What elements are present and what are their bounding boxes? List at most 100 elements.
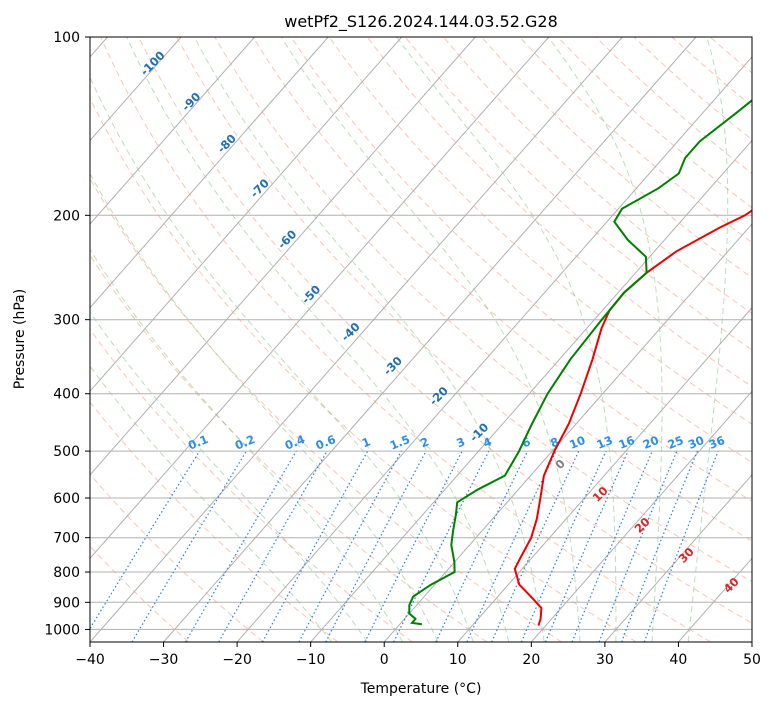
mixing-ratio-label: 13 xyxy=(595,433,615,452)
y-axis-ticks: 100 200 300 400 500 600 700 800 900 1000 xyxy=(44,30,90,638)
moist-adiabat-line xyxy=(193,37,545,642)
mixing-ratio-line xyxy=(598,450,678,642)
x-tick-label: 30 xyxy=(596,652,614,668)
moist-adiabat-line xyxy=(90,311,368,642)
isotherm-annotation-warm: 10 xyxy=(590,484,611,505)
dry-adiabat-line xyxy=(90,545,190,642)
mixing-ratio-line xyxy=(261,450,369,642)
isotherm-line xyxy=(457,306,752,642)
temperature-profile-line xyxy=(513,209,752,626)
dry-adiabat-line xyxy=(709,37,752,74)
dry-adiabat-line xyxy=(366,37,752,388)
isotherm-line xyxy=(310,139,752,642)
mixing-ratio-line xyxy=(571,450,653,642)
isotherm-annotation: -80 xyxy=(214,131,239,156)
mixing-ratio-line xyxy=(90,450,201,630)
isotherm-line xyxy=(604,474,752,642)
mixing-ratio-line xyxy=(218,450,328,642)
isotherm-line xyxy=(90,37,476,476)
x-tick-label: −30 xyxy=(149,652,179,668)
isotherm-annotation: -90 xyxy=(179,89,204,114)
mixing-ratio-label: 20 xyxy=(641,433,661,452)
chart-title: wetPf2_S126.2024.144.03.52.G28 xyxy=(284,12,558,32)
mixing-ratio-label: 0.2 xyxy=(233,432,257,453)
moist-adiabat-line xyxy=(90,76,474,642)
dry-adiabat-line xyxy=(90,97,637,642)
isotherms xyxy=(90,37,752,642)
moist-adiabat-line xyxy=(126,37,510,642)
dry-adiabat-line xyxy=(90,177,562,642)
mixing-ratio-label: 0.6 xyxy=(314,432,338,453)
isotherm-annotation-warm: 40 xyxy=(721,575,742,596)
dry-adiabat-line xyxy=(404,37,752,351)
y-tick-label: 1000 xyxy=(44,622,80,638)
x-tick-label: 10 xyxy=(449,652,467,668)
isotherm-line xyxy=(530,390,752,642)
isotherm-line xyxy=(90,37,182,142)
isotherm-line xyxy=(90,37,329,309)
mixing-ratio-line xyxy=(621,450,699,642)
y-tick-label: 200 xyxy=(53,208,80,224)
x-axis-ticks: −40 −30 −20 −10 0 10 20 30 40 50 xyxy=(75,642,761,668)
y-tick-label: 500 xyxy=(53,444,80,460)
mixing-ratio-label: 3 xyxy=(454,434,467,450)
y-axis-label: Pressure (hPa) xyxy=(12,289,28,389)
dry-adiabat-line xyxy=(138,37,752,624)
mixing-ratio-label: 25 xyxy=(665,433,685,452)
dry-adiabat-line xyxy=(100,37,712,642)
moist-adiabat-line xyxy=(90,248,404,642)
dry-adiabats xyxy=(90,37,752,642)
dry-adiabat-line xyxy=(176,37,752,583)
dry-adiabat-line xyxy=(557,37,752,209)
dry-adiabat-line xyxy=(328,37,752,425)
x-tick-label: −20 xyxy=(222,652,252,668)
isotherm-annotation: -30 xyxy=(380,354,405,379)
dry-adiabat-line xyxy=(481,37,752,279)
isotherm-line xyxy=(236,56,752,642)
dry-adiabat-line xyxy=(90,473,264,642)
y-tick-label: 600 xyxy=(53,491,80,507)
mixing-ratio-line xyxy=(364,450,463,642)
dry-adiabat-line xyxy=(290,37,752,463)
mixing-ratio-label: 0.4 xyxy=(283,432,307,453)
isotherm-annotation: -50 xyxy=(299,282,324,307)
isotherm-line xyxy=(383,223,752,642)
moist-adiabat-line xyxy=(687,37,729,642)
plot-area: -100-90-80-70-60-50-40-30-20-10102030400… xyxy=(90,37,752,642)
x-tick-label: 0 xyxy=(380,652,389,668)
y-tick-label: 400 xyxy=(53,387,80,403)
mixing-ratio-lines xyxy=(90,450,719,642)
mixing-ratio-label: 1.5 xyxy=(388,432,412,453)
dry-adiabat-line xyxy=(252,37,752,502)
isotherm-line xyxy=(90,37,403,392)
dry-adiabat-line xyxy=(90,401,339,642)
plot-frame xyxy=(89,36,753,643)
mixing-ratio-line xyxy=(435,450,529,642)
mixing-ratio-label: 2 xyxy=(418,434,431,450)
mixing-ratio-label: 36 xyxy=(707,433,727,452)
y-tick-label: 100 xyxy=(53,30,80,46)
y-tick-label: 700 xyxy=(53,531,80,547)
isotherm-line xyxy=(751,641,752,642)
mixing-ratio-label: 16 xyxy=(617,433,637,452)
isotherm-line xyxy=(90,37,623,642)
x-axis-label: Temperature (°C) xyxy=(360,681,482,697)
isotherm-line xyxy=(163,37,697,642)
isotherm-line xyxy=(90,37,550,560)
y-tick-label: 800 xyxy=(53,565,80,581)
isotherm-annotation-warm: 30 xyxy=(676,545,697,566)
isotherm-annotation: -40 xyxy=(338,320,363,345)
dry-adiabat-line xyxy=(633,37,752,141)
mixing-ratio-line xyxy=(520,450,607,642)
isotherm-annotation: -20 xyxy=(426,384,451,409)
x-tick-label: 40 xyxy=(670,652,688,668)
isotherm-annotation: -100 xyxy=(137,48,167,78)
mixing-ratio-line xyxy=(545,450,629,642)
mixing-ratio-labels: 0.1 0.2 0.4 0.6 1 1.5 2 3 4 6 8 10 13 16 20 25 30 36 xyxy=(186,432,727,453)
dry-adiabat-line xyxy=(443,37,752,315)
y-tick-label: 300 xyxy=(53,313,80,329)
x-tick-label: 50 xyxy=(743,652,761,668)
dry-adiabat-line xyxy=(519,37,752,244)
pressure-gridlines xyxy=(90,37,752,630)
